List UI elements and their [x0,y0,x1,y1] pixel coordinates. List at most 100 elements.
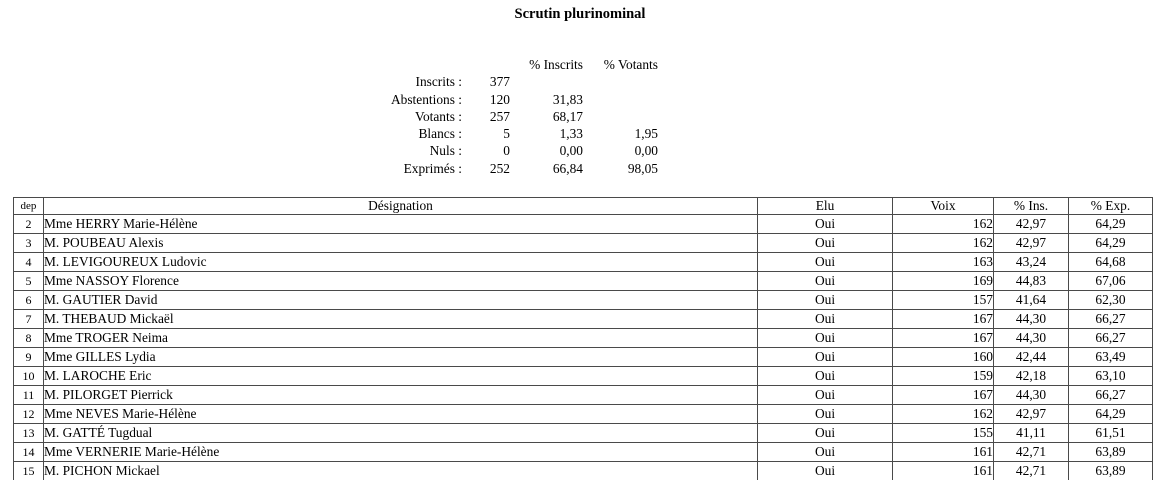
cell-elu: Oui [757,290,893,310]
summary-row: Blancs : 5 1,33 1,95 [340,125,658,142]
cell-dep: 7 [13,309,44,329]
cell-pct-exp: 66,27 [1068,328,1153,348]
cell-pct-ins: 42,97 [993,233,1069,253]
cell-dep: 2 [13,214,44,234]
summary-pct-votants: 0,00 [634,143,658,159]
cell-designation: Mme HERRY Marie-Hélène [43,214,758,234]
summary-label: Abstentions : [390,91,462,107]
cell-pct-exp: 66,27 [1068,309,1153,329]
cell-designation: M. LEVIGOUREUX Ludovic [43,252,758,272]
col-header-pct-exp: % Exp. [1068,197,1153,215]
result-row: 3 M. POUBEAU Alexis Oui 162 42,97 64,29 [13,233,1153,253]
summary-pct-inscrits: 1,33 [559,126,583,142]
cell-pct-exp: 67,06 [1068,271,1153,291]
results-table: dep Désignation Elu Voix% Ins.% Exp. 2 Mme H… [13,197,1153,480]
cell-pct-exp: 63,10 [1068,366,1153,386]
cell-dep: 4 [13,252,44,272]
result-row: 13 M. GATTÉ Tugdual Oui 155 41,11 61,51 [13,423,1153,443]
summary-label: Exprimés : [403,160,462,176]
cell-designation: Mme VERNERIE Marie-Hélène [43,442,758,462]
cell-dep: 9 [13,347,44,367]
summary-value: 252 [489,160,510,176]
cell-designation: Mme TROGER Neima [43,328,758,348]
result-row: 7 M. THEBAUD Mickaël Oui 167 44,30 66,27 [13,309,1153,329]
cell-pct-ins: 44,30 [993,385,1069,405]
summary-row: Exprimés : 252 66,84 98,05 [340,160,658,177]
cell-elu: Oui [757,385,893,405]
cell-elu: Oui [757,442,893,462]
summary-label: Votants : [415,108,462,124]
result-row: 15 M. PICHON Mickael Oui 161 42,71 63,89 [13,461,1153,480]
title-scrutin-type: Scrutin plurinominal [514,6,646,22]
cell-voix: 167 [892,385,994,405]
summary-pct-inscrits: 31,83 [552,91,583,107]
cell-elu: Oui [757,461,893,480]
result-row: 11 M. PILORGET Pierrick Oui 167 44,30 66,27 [13,385,1153,405]
summary-pct-votants [583,91,658,108]
cell-pct-exp: 61,51 [1068,423,1153,443]
summary-row: Nuls : 0 0,00 0,00 [340,142,658,159]
cell-pct-ins: 42,97 [993,404,1069,424]
cell-dep: 5 [13,271,44,291]
cell-elu: Oui [757,347,893,367]
cell-pct-ins: 44,30 [993,328,1069,348]
cell-pct-exp: 64,68 [1068,252,1153,272]
summary-label: Inscrits : [415,74,463,90]
col-header-voix: Voix [892,197,994,215]
cell-pct-exp: 63,89 [1068,461,1153,480]
cell-dep: 14 [13,442,44,462]
summary-label: Nuls : [429,143,462,159]
cell-voix: 159 [892,366,994,386]
summary-value: 257 [489,108,510,124]
result-row: 4 M. LEVIGOUREUX Ludovic Oui 163 43,24 64,68 [13,252,1153,272]
cell-voix: 157 [892,290,994,310]
summary-col-header-inscrits: % Inscrits [529,57,583,72]
summary-pct-votants [583,108,658,125]
cell-designation: Mme NEVES Marie-Hélène [43,404,758,424]
cell-voix: 161 [892,461,994,480]
results-header-row: dep Désignation Elu Voix% Ins.% Exp. [13,197,1153,215]
cell-voix: 167 [892,309,994,329]
summary-rows: Inscrits :377 Abstentions :120 31,83 Votant… [340,73,658,177]
summary-block: % Inscrits % Votants Inscrits :377 Absten… [340,56,658,177]
cell-pct-exp: 64,29 [1068,404,1153,424]
cell-voix: 161 [892,442,994,462]
cell-designation: M. THEBAUD Mickaël [43,309,758,329]
summary-pct-votants: 98,05 [627,160,658,176]
cell-designation: M. GATTÉ Tugdual [43,423,758,443]
cell-elu: Oui [757,252,893,272]
summary-pct-inscrits: 68,17 [552,108,583,124]
summary-value: 120 [489,91,510,107]
result-row: 12 Mme NEVES Marie-Hélène Oui 162 42,97 64,29 [13,404,1153,424]
cell-voix: 167 [892,328,994,348]
summary-value: 0 [503,143,510,159]
cell-elu: Oui [757,271,893,291]
result-row: 9 Mme GILLES Lydia Oui 160 42,44 63,49 [13,347,1153,367]
cell-dep: 13 [13,423,44,443]
cell-elu: Oui [757,366,893,386]
cell-voix: 162 [892,214,994,234]
cell-pct-exp: 66,27 [1068,385,1153,405]
summary-row: Abstentions : 120 31,83 [340,91,658,108]
col-header-pct-ins: % Ins. [993,197,1069,215]
cell-designation: M. LAROCHE Eric [43,366,758,386]
summary-pct-inscrits [510,73,583,90]
result-row: 10 M. LAROCHE Eric Oui 159 42,18 63,10 [13,366,1153,386]
title-round: 1er tour [0,0,1160,4]
cell-elu: Oui [757,233,893,253]
cell-elu: Oui [757,423,893,443]
cell-voix: 160 [892,347,994,367]
result-row: 5 Mme NASSOY Florence Oui 169 44,83 67,06 [13,271,1153,291]
result-row: 8 Mme TROGER Neima Oui 167 44,30 66,27 [13,328,1153,348]
summary-row: Votants : 257 68,17 [340,108,658,125]
cell-designation: M. PILORGET Pierrick [43,385,758,405]
cell-pct-ins: 41,11 [993,423,1069,443]
cell-pct-exp: 62,30 [1068,290,1153,310]
summary-value: 377 [489,74,510,90]
result-row: 6 M. GAUTIER David Oui 157 41,64 62,30 [13,290,1153,310]
cell-pct-exp: 64,29 [1068,214,1153,234]
summary-pct-inscrits: 0,00 [559,143,583,159]
cell-voix: 169 [892,271,994,291]
cell-elu: Oui [757,214,893,234]
